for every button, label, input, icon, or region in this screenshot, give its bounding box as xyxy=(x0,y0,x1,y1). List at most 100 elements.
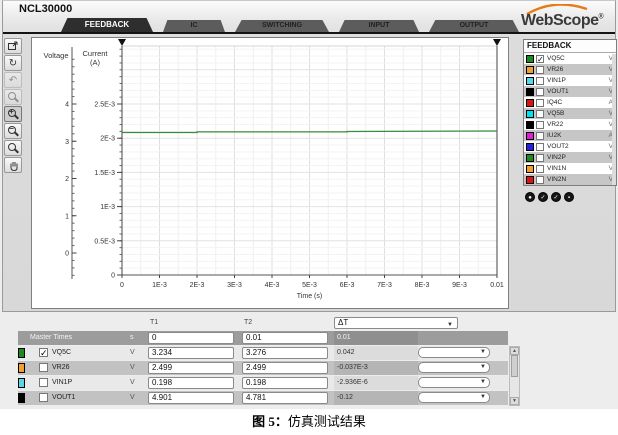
table-scroll-thumb[interactable] xyxy=(511,355,518,377)
signal-checkbox[interactable] xyxy=(536,120,544,129)
logo-text: WebScope® xyxy=(521,12,604,29)
signal-checkbox[interactable] xyxy=(536,109,544,118)
signal-checkbox[interactable] xyxy=(536,142,544,151)
signal-row-vr22[interactable]: VR22 V xyxy=(524,119,616,130)
cursor-marker[interactable] xyxy=(118,39,126,46)
zoom-full-button[interactable] xyxy=(4,140,22,156)
signal-checkbox[interactable] xyxy=(536,87,544,96)
signal-checkbox[interactable] xyxy=(536,175,544,184)
signal-row-vq5b[interactable]: VQ5B V xyxy=(524,108,616,119)
svg-text:1E-3: 1E-3 xyxy=(100,204,115,211)
chart-canvas[interactable]: 0 1 2 3 4 Voltage 0 0.5E-3 1E-3 1.5E-3 2E-3 2.5E-3 C… xyxy=(32,38,508,308)
table-row-vin1p: VIN1P V 0.198 0.198 -2.936E-6 ▼ xyxy=(18,376,508,390)
signal-name: VOUT1 xyxy=(547,88,569,95)
marker-button-1[interactable]: ● xyxy=(525,192,535,202)
tab-input[interactable]: INPUT xyxy=(339,20,419,32)
measure-dropdown[interactable]: ▼ xyxy=(418,392,490,403)
table-scrollbar[interactable]: ▲ ▼ xyxy=(509,346,520,406)
signal-unit: A xyxy=(608,99,613,106)
time-value-input[interactable]: 3.276 xyxy=(242,347,328,359)
tab-feedback[interactable]: FEEDBACK xyxy=(61,18,153,32)
svg-text:4: 4 xyxy=(65,102,69,109)
tab-output[interactable]: OUTPUT xyxy=(429,20,519,32)
signal-row-vin1n[interactable]: VIN1N V xyxy=(524,163,616,174)
signal-name: VIN2P xyxy=(547,154,566,161)
marker-button-3[interactable]: ✓ xyxy=(551,192,561,202)
signal-panel-scrollbar[interactable] xyxy=(612,54,616,185)
hand-icon xyxy=(10,161,17,171)
measure-dropdown[interactable]: ▼ xyxy=(418,347,490,358)
signal-checkbox[interactable] xyxy=(536,131,544,140)
time-value-input[interactable]: 3.234 xyxy=(148,347,234,359)
time-value-input[interactable]: 0 xyxy=(148,332,234,344)
signal-row-vout2[interactable]: VOUT2 V xyxy=(524,141,616,152)
delta-t-selector[interactable]: ΔT ▼ xyxy=(334,317,458,329)
measure-dropdown[interactable]: ▼ xyxy=(418,362,490,373)
signal-row-vout1[interactable]: VOUT1 V xyxy=(524,86,616,97)
column-header-t1: T1 xyxy=(150,319,159,326)
signal-row-vin1p[interactable]: VIN1P V xyxy=(524,75,616,86)
signal-checkbox[interactable]: ✓ xyxy=(536,54,544,64)
signal-checkbox[interactable] xyxy=(536,76,544,85)
signal-color-swatch xyxy=(18,348,25,358)
time-value-input[interactable]: 0.198 xyxy=(148,377,234,389)
signal-checkbox[interactable] xyxy=(536,98,544,107)
row-checkbox[interactable] xyxy=(39,363,48,372)
measure-dropdown[interactable]: ▼ xyxy=(418,377,490,388)
signal-color-swatch xyxy=(526,142,534,151)
time-value-input[interactable]: 2.499 xyxy=(242,362,328,374)
signal-row-iq4c[interactable]: IQ4C A xyxy=(524,97,616,108)
scroll-down-icon[interactable]: ▼ xyxy=(510,397,519,405)
signal-name: VIN2N xyxy=(547,176,567,183)
trace-VQ5C xyxy=(122,130,498,134)
pan-button[interactable] xyxy=(4,157,22,173)
row-checkbox[interactable] xyxy=(39,378,48,387)
signal-row-vr26[interactable]: VR26 V xyxy=(524,64,616,75)
tab-switching[interactable]: SWITCHING xyxy=(235,20,329,32)
row-unit: V xyxy=(130,349,135,356)
signal-panel: FEEDBACK ✓ VQ5C V VR26 V VIN1P V VOUT1 V IQ4C A VQ5… xyxy=(523,39,617,186)
svg-text:Voltage: Voltage xyxy=(43,51,68,60)
signal-row-vin2p[interactable]: VIN2P V xyxy=(524,152,616,163)
svg-text:1: 1 xyxy=(65,213,69,220)
signal-panel-buttons: ● ✓ ✓ ▪ xyxy=(525,192,574,202)
signal-unit: V xyxy=(608,110,613,117)
signal-checkbox[interactable] xyxy=(536,65,544,74)
row-checkbox[interactable]: ✓ xyxy=(39,348,48,358)
oscilloscope-chart[interactable]: 0 1 2 3 4 Voltage 0 0.5E-3 1E-3 1.5E-3 2E-3 2.5E-3 C… xyxy=(31,37,509,309)
zoom-previous-button[interactable] xyxy=(4,89,22,105)
marker-button-2[interactable]: ✓ xyxy=(538,192,548,202)
signal-color-swatch xyxy=(526,109,534,118)
undo-zoom-button[interactable]: ↶ xyxy=(4,72,22,88)
time-value-input[interactable]: 4.901 xyxy=(148,392,234,404)
svg-text:1.5E-3: 1.5E-3 xyxy=(94,170,115,177)
svg-text:0.5E-3: 0.5E-3 xyxy=(94,238,115,245)
row-checkbox[interactable] xyxy=(39,393,48,402)
signal-color-swatch xyxy=(526,120,534,129)
signal-name: VQ5C xyxy=(547,55,565,62)
time-value-input[interactable]: 0.01 xyxy=(242,332,328,344)
scroll-up-icon[interactable]: ▲ xyxy=(510,347,519,355)
zoom-out-button[interactable]: − xyxy=(4,123,22,139)
signal-unit: A xyxy=(608,132,613,139)
signal-row-vq5c[interactable]: ✓ VQ5C V xyxy=(524,53,616,64)
tab-ic[interactable]: IC xyxy=(163,20,225,32)
marker-button-4[interactable]: ▪ xyxy=(564,192,574,202)
zoom-in-button[interactable]: + xyxy=(4,106,22,122)
caption-text: 仿真测试结果 xyxy=(287,414,366,429)
zoom-out-icon: − xyxy=(8,124,16,134)
time-value-input[interactable]: 0.198 xyxy=(242,377,328,389)
refresh-plot-button[interactable]: ↻ xyxy=(4,55,22,71)
svg-text:Current: Current xyxy=(82,49,108,58)
signal-checkbox[interactable] xyxy=(536,164,544,173)
time-value-input[interactable]: 2.499 xyxy=(148,362,234,374)
column-header-t2: T2 xyxy=(244,319,253,326)
signal-row-vin2n[interactable]: VIN2N V xyxy=(524,174,616,185)
row-signal-name: VR26 xyxy=(52,364,70,371)
export-plot-button[interactable] xyxy=(4,38,22,54)
cursor-marker[interactable] xyxy=(493,39,501,46)
signal-checkbox[interactable] xyxy=(536,153,544,162)
signal-row-iu2k[interactable]: IU2K A xyxy=(524,130,616,141)
signal-unit: V xyxy=(608,176,613,183)
time-value-input[interactable]: 4.781 xyxy=(242,392,328,404)
